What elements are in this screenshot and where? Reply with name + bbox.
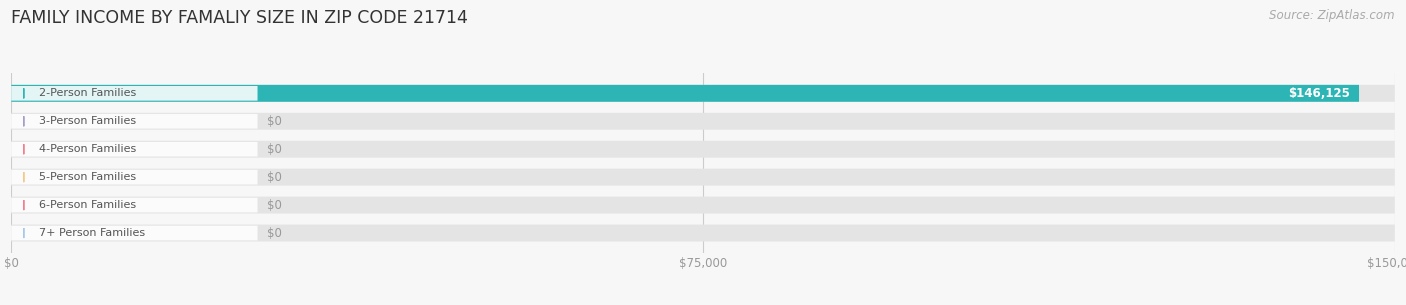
FancyBboxPatch shape <box>11 114 257 129</box>
Text: 2-Person Families: 2-Person Families <box>39 88 136 98</box>
Text: FAMILY INCOME BY FAMALIY SIZE IN ZIP CODE 21714: FAMILY INCOME BY FAMALIY SIZE IN ZIP COD… <box>11 9 468 27</box>
FancyBboxPatch shape <box>11 85 1395 102</box>
FancyBboxPatch shape <box>11 197 1395 213</box>
FancyBboxPatch shape <box>11 113 1395 130</box>
Text: $0: $0 <box>267 227 283 239</box>
FancyBboxPatch shape <box>11 142 257 156</box>
FancyBboxPatch shape <box>11 224 1395 242</box>
Text: 3-Person Families: 3-Person Families <box>39 116 136 126</box>
Text: Source: ZipAtlas.com: Source: ZipAtlas.com <box>1270 9 1395 22</box>
Text: $146,125: $146,125 <box>1288 87 1350 100</box>
Text: 4-Person Families: 4-Person Families <box>39 144 136 154</box>
Text: 7+ Person Families: 7+ Person Families <box>39 228 145 238</box>
FancyBboxPatch shape <box>11 169 1395 186</box>
Text: 6-Person Families: 6-Person Families <box>39 200 136 210</box>
FancyBboxPatch shape <box>11 85 1360 102</box>
Text: $0: $0 <box>267 143 283 156</box>
Text: $0: $0 <box>267 115 283 128</box>
FancyBboxPatch shape <box>11 170 257 185</box>
FancyBboxPatch shape <box>11 141 1395 158</box>
Text: $0: $0 <box>267 170 283 184</box>
Text: 5-Person Families: 5-Person Families <box>39 172 136 182</box>
Text: $0: $0 <box>267 199 283 212</box>
FancyBboxPatch shape <box>11 198 257 212</box>
FancyBboxPatch shape <box>11 86 257 101</box>
FancyBboxPatch shape <box>11 226 257 240</box>
